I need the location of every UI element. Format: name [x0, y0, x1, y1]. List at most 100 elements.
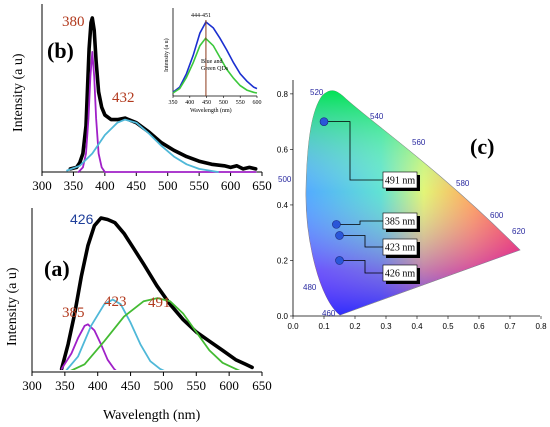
- panel-b-tick-label-300: 300: [32, 178, 52, 193]
- cie-ytick-label-0.4: 0.4: [277, 201, 289, 210]
- panel-c-label: (c): [470, 134, 494, 159]
- inset-xlabel: Wavelength (nm): [190, 107, 232, 114]
- cie-wl-580: 580: [456, 179, 470, 188]
- panel-a-peak-491: 491: [148, 295, 171, 311]
- panel-a-series-0: [59, 216, 254, 370]
- panel-b-tick-label-650: 650: [252, 178, 272, 193]
- panel-b: (b) Intensity (a u) 300 350 400 450 500 550 60…: [11, 4, 272, 193]
- cie-xtick-label-0.6: 0.6: [473, 322, 485, 331]
- panel-a-peak-423: 423: [104, 294, 127, 310]
- panel-a-x-ticks: 300 350 400 450 500 550 600 650: [22, 372, 272, 393]
- cie-xtick-label-0.5: 0.5: [442, 322, 454, 331]
- cie-ytick-label-0.2: 0.2: [277, 256, 289, 265]
- panel-a-xlabel: Wavelength (nm): [103, 408, 201, 423]
- cie-point-0: [319, 117, 329, 126]
- inset-series-1: [172, 37, 258, 94]
- cie-xtick-label-0.3: 0.3: [380, 322, 392, 331]
- cie-gamut-shading: [305, 90, 520, 316]
- cie-wl-540: 540: [370, 112, 384, 121]
- cie-point-1: [332, 220, 341, 229]
- cie-wl-520: 520: [310, 88, 324, 97]
- cie-wl-460: 460: [322, 309, 336, 318]
- panel-a-tick-label-550: 550: [187, 378, 207, 393]
- inset-x-ticks: 350 400 450 500 550 600: [169, 96, 262, 106]
- panel-b-label: (b): [47, 38, 74, 63]
- cie-label-box-3: [382, 264, 418, 282]
- inset-series-0: [172, 20, 258, 93]
- cie-wl-620: 620: [512, 227, 526, 236]
- cie-label-1: 385 nm: [385, 217, 416, 228]
- panel-b-tick-label-600: 600: [221, 178, 241, 193]
- panel-b-ylabel: Intensity (a u): [11, 53, 26, 132]
- cie-ytick-label-0.0: 0.0: [277, 312, 289, 321]
- panel-a-tick-label-450: 450: [121, 378, 141, 393]
- panel-a: (a) Intensity (a u) Wavelength (nm) 300 3…: [5, 208, 272, 423]
- panel-a-series-2: [65, 298, 165, 370]
- panel-a-tick-label-300: 300: [22, 378, 42, 393]
- inset-curves: [172, 20, 258, 96]
- cie-points: 491 nm 385 nm 423 nm 426 nm: [319, 117, 420, 284]
- cie-leader-2: [339, 235, 383, 248]
- panel-b-series-1: [77, 51, 257, 173]
- panel-b-series-2: [66, 118, 219, 173]
- inset-chart: Intensity (a u) Wavelength (nm) 444-451 …: [163, 8, 262, 114]
- panel-a-series-3: [70, 297, 241, 370]
- cie-wl-600: 600: [490, 211, 504, 220]
- cie-xtick-label-0.0: 0.0: [287, 322, 299, 331]
- panel-a-tick-label-650: 650: [252, 378, 272, 393]
- cie-point-3: [335, 256, 344, 265]
- panel-b-tick-label-550: 550: [189, 178, 209, 193]
- panel-a-curves: [59, 216, 254, 370]
- panel-a-tick-label-600: 600: [219, 378, 239, 393]
- panel-a-label: (a): [44, 256, 70, 281]
- panel-a-tick-label-400: 400: [88, 378, 108, 393]
- cie-xtick-label-0.4: 0.4: [411, 322, 423, 331]
- cie-wl-500: 500: [278, 175, 292, 184]
- inset-tick-label-600: 600: [253, 100, 262, 106]
- cie-wl-560: 560: [412, 138, 426, 147]
- cie-ytick-label-0.6: 0.6: [277, 145, 289, 154]
- cie-label-box-0: [382, 171, 418, 189]
- panel-b-tick-label-450: 450: [127, 178, 147, 193]
- cie-xtick-label-0.1: 0.1: [318, 322, 330, 331]
- panel-b-tick-label-400: 400: [95, 178, 115, 193]
- cie-xtick-label-0.7: 0.7: [504, 322, 516, 331]
- panel-b-peak-380: 380: [62, 14, 85, 30]
- inset-tick-label-500: 500: [219, 100, 228, 106]
- panel-b-x-ticks: 300 350 400 450 500 550 600 650: [32, 172, 272, 193]
- panel-c: 0.0 0.1 0.2 0.3 0.4 0.5 0.6 0.7 0.8 0.0 0.2 0.4 0.6 0…: [277, 80, 547, 331]
- cie-label-box-2: [382, 238, 418, 256]
- panel-b-series-0: [68, 16, 258, 171]
- inset-tick-label-350: 350: [169, 100, 178, 106]
- panel-a-tick-label-500: 500: [154, 378, 174, 393]
- cie-ytick-label-0.8: 0.8: [277, 90, 289, 99]
- panel-a-tick-label-350: 350: [55, 378, 75, 393]
- inset-annotation: 444-451: [191, 13, 211, 19]
- panel-a-peak-385: 385: [62, 305, 85, 321]
- cie-xtick-label-0.2: 0.2: [349, 322, 361, 331]
- inset-legend-line-1: Blue and: [201, 59, 223, 65]
- inset-tick-label-450: 450: [202, 100, 211, 106]
- cie-label-2: 423 nm: [385, 243, 416, 254]
- inset-legend-line-2: Green QDs: [201, 66, 229, 72]
- cie-label-3: 426 nm: [385, 269, 416, 280]
- panel-c-ticks: 0.0 0.1 0.2 0.3 0.4 0.5 0.6 0.7 0.8 0.0 0.2 0.4 0.6 0…: [277, 90, 547, 331]
- cie-label-box-1: [382, 212, 418, 230]
- cie-leader-3: [339, 260, 383, 274]
- panel-b-tick-label-500: 500: [158, 178, 178, 193]
- cie-point-2: [335, 231, 344, 240]
- cie-wl-480: 480: [303, 283, 317, 292]
- cie-leader-1: [336, 220, 383, 225]
- panel-b-peak-432: 432: [112, 90, 135, 106]
- panel-b-curves: [66, 16, 258, 173]
- inset-ylabel: Intensity (a u): [163, 38, 170, 72]
- inset-tick-label-550: 550: [236, 100, 245, 106]
- panel-a-peak-426: 426: [70, 211, 94, 227]
- cie-leader-0: [324, 121, 383, 181]
- inset-tick-label-400: 400: [185, 100, 194, 106]
- panel-b-tick-label-350: 350: [64, 178, 84, 193]
- panel-a-ylabel: Intensity (a u): [5, 267, 20, 346]
- cie-xtick-label-0.8: 0.8: [535, 322, 547, 331]
- cie-label-0: 491 nm: [385, 176, 416, 187]
